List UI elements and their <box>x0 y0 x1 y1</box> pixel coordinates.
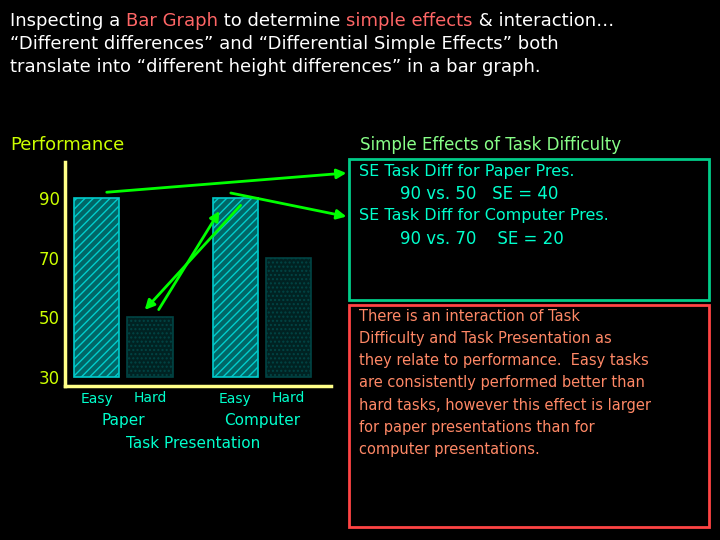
Text: Easy: Easy <box>81 392 113 406</box>
Text: SE Task Diff for Computer Pres.: SE Task Diff for Computer Pres. <box>359 208 608 223</box>
Text: & interaction…: & interaction… <box>473 12 614 30</box>
Text: SE Task Diff for Paper Pres.: SE Task Diff for Paper Pres. <box>359 164 574 179</box>
Text: Performance: Performance <box>10 136 125 154</box>
Bar <box>266 258 311 377</box>
Text: translate into “different height differences” in a bar graph.: translate into “different height differe… <box>10 58 541 76</box>
Text: Bar Graph: Bar Graph <box>126 12 218 30</box>
Text: simple effects: simple effects <box>346 12 473 30</box>
Text: Hard: Hard <box>272 392 305 406</box>
Text: Simple Effects of Task Difficulty: Simple Effects of Task Difficulty <box>360 136 621 154</box>
Text: Hard: Hard <box>133 392 167 406</box>
Text: Inspecting a: Inspecting a <box>10 12 126 30</box>
Text: Paper: Paper <box>102 413 145 428</box>
Text: “Different differences” and “Differential Simple Effects” both: “Different differences” and “Differentia… <box>10 35 559 53</box>
Text: to determine: to determine <box>218 12 346 30</box>
Bar <box>74 198 120 377</box>
Text: There is an interaction of Task
Difficulty and Task Presentation as
they relate : There is an interaction of Task Difficul… <box>359 309 651 457</box>
Text: 90 vs. 50   SE = 40: 90 vs. 50 SE = 40 <box>400 185 558 202</box>
Bar <box>212 198 258 377</box>
Bar <box>127 318 173 377</box>
Text: Task Presentation: Task Presentation <box>125 436 260 451</box>
Text: Computer: Computer <box>224 413 300 428</box>
Text: Easy: Easy <box>219 392 252 406</box>
Text: 90 vs. 70    SE = 20: 90 vs. 70 SE = 20 <box>400 230 563 247</box>
